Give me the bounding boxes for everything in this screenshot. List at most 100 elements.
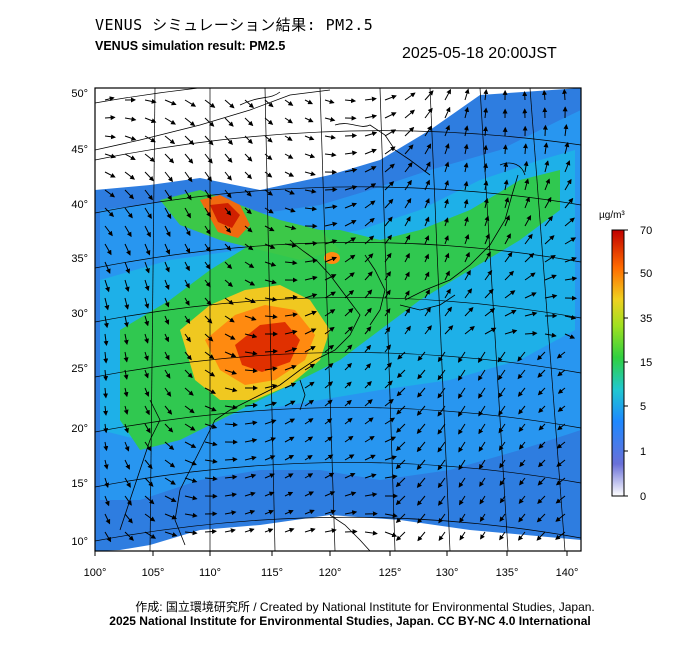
wind-arrow — [164, 315, 170, 325]
wind-arrow — [504, 197, 510, 209]
wind-arrow — [264, 261, 277, 267]
wind-arrow — [544, 178, 551, 191]
wind-arrow — [504, 270, 514, 281]
timestamp: 2025-05-18 20:00JST — [402, 45, 557, 62]
wind-arrow — [364, 326, 372, 335]
wind-arrow — [396, 405, 406, 415]
wind-arrow — [404, 109, 415, 119]
wind-arrow — [144, 315, 150, 327]
wind-arrow — [124, 495, 132, 506]
wind-arrow — [284, 382, 297, 389]
wind-arrow — [504, 310, 517, 317]
wind-arrow — [458, 477, 466, 488]
wind-arrow — [364, 530, 378, 536]
wind-arrow — [555, 495, 566, 504]
wind-arrow — [284, 473, 294, 479]
wind-arrow — [538, 423, 546, 431]
wind-arrow — [564, 160, 571, 173]
wind-arrow — [479, 513, 486, 522]
wind-arrow — [557, 387, 566, 394]
wind-arrow — [284, 329, 298, 335]
wind-arrow — [184, 495, 198, 501]
wind-arrow — [284, 294, 298, 300]
wind-arrow — [344, 529, 358, 535]
wind-arrow — [464, 288, 473, 299]
colorbar-label: 35 — [640, 313, 652, 325]
wind-arrow — [204, 117, 215, 127]
wind-arrow — [144, 189, 153, 201]
wind-arrow — [204, 528, 217, 534]
wind-arrow — [123, 369, 129, 380]
wind-arrow — [384, 308, 391, 317]
credit-line-2: 2025 National Institute for Environmenta… — [109, 614, 591, 628]
wind-arrow — [103, 333, 109, 346]
wind-arrow — [164, 171, 174, 183]
wind-arrow — [364, 380, 372, 389]
wind-arrow — [499, 477, 506, 486]
wind-arrow — [324, 221, 338, 227]
wind-arrow — [284, 260, 298, 266]
wind-arrow — [264, 117, 274, 125]
wind-arrow — [344, 290, 355, 299]
wind-arrow — [483, 107, 489, 119]
wind-arrow — [224, 279, 233, 287]
wind-arrow — [478, 459, 486, 470]
wind-arrow — [417, 387, 426, 398]
wind-arrow — [324, 399, 333, 407]
wind-arrow — [104, 225, 113, 237]
wind-arrow — [184, 153, 194, 164]
wind-arrow — [244, 189, 252, 197]
wind-arrow — [498, 441, 506, 451]
wind-arrow — [364, 289, 373, 299]
axis-ticks — [94, 551, 568, 556]
wind-arrow — [204, 458, 218, 464]
wind-arrow — [437, 459, 446, 471]
wind-arrow — [364, 253, 374, 263]
wind-arrow — [164, 261, 170, 273]
wind-arrow — [364, 166, 377, 173]
wind-arrow — [224, 225, 232, 234]
wind-arrow — [144, 117, 157, 123]
wind-arrow — [464, 325, 475, 335]
wind-arrow — [438, 495, 446, 506]
wind-arrow — [344, 399, 352, 407]
wind-arrow — [404, 290, 410, 299]
lon-label: 105° — [142, 567, 165, 579]
wind-arrow — [458, 495, 466, 506]
wind-arrow — [524, 311, 538, 317]
colorbar-label: 70 — [640, 225, 652, 237]
wind-arrow — [244, 135, 253, 145]
wind-arrow — [324, 381, 334, 389]
wind-arrow — [224, 333, 236, 340]
wind-arrow — [124, 153, 136, 160]
wind-arrow — [184, 135, 195, 146]
wind-arrow — [364, 235, 375, 245]
wind-arrow — [304, 418, 314, 425]
lon-label: 115° — [261, 567, 283, 579]
wind-arrow — [164, 117, 176, 125]
wind-arrow — [264, 509, 274, 515]
wind-arrow — [264, 348, 278, 354]
wind-arrow — [524, 330, 538, 336]
wind-arrow — [444, 161, 450, 173]
wind-arrow — [504, 329, 518, 335]
wind-arrow — [244, 420, 258, 426]
lat-label: 50° — [71, 88, 88, 100]
colorbar-label: 0 — [640, 491, 646, 503]
wind-arrow — [524, 292, 537, 299]
wind-arrow — [504, 290, 516, 299]
wind-arrow — [518, 513, 526, 523]
wind-arrow — [404, 126, 415, 137]
wind-arrow — [459, 531, 466, 541]
wind-arrow — [478, 423, 486, 435]
colorbar-unit: µg/m³ — [599, 210, 625, 221]
wind-arrow — [224, 369, 238, 375]
wind-arrow — [499, 459, 506, 469]
wind-arrow — [384, 94, 397, 101]
wind-arrow — [103, 351, 109, 364]
wind-arrow — [364, 271, 373, 281]
wind-arrow — [464, 251, 470, 263]
wind-arrow — [524, 178, 530, 191]
wind-arrow — [478, 441, 486, 452]
